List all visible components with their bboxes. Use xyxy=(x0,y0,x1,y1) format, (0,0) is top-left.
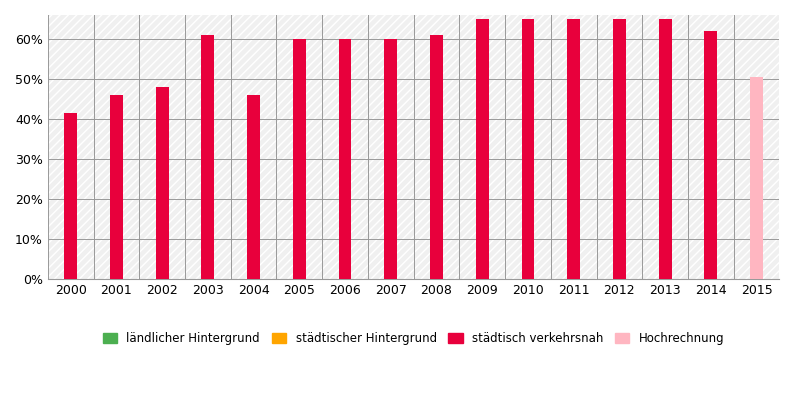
Bar xyxy=(705,277,718,279)
Bar xyxy=(64,113,77,279)
Bar xyxy=(293,39,306,279)
Bar xyxy=(567,275,580,279)
Bar xyxy=(476,19,489,279)
Bar xyxy=(202,263,214,279)
Bar xyxy=(247,271,260,279)
Bar xyxy=(338,39,351,279)
Bar xyxy=(522,275,534,279)
Bar xyxy=(658,19,671,279)
Bar xyxy=(567,19,580,279)
Bar xyxy=(385,39,398,279)
Bar xyxy=(522,19,534,279)
Bar xyxy=(110,95,123,279)
Bar xyxy=(658,277,671,279)
Bar xyxy=(613,19,626,279)
Bar xyxy=(430,35,443,279)
Legend: ländlicher Hintergrund, städtischer Hintergrund, städtisch verkehrsnah, Hochrech: ländlicher Hintergrund, städtischer Hint… xyxy=(98,328,729,350)
Bar xyxy=(110,277,123,279)
Bar xyxy=(156,275,169,279)
Bar xyxy=(156,87,169,279)
Bar xyxy=(247,95,260,279)
Bar xyxy=(705,31,718,279)
Bar xyxy=(385,277,398,279)
Bar xyxy=(338,273,351,279)
Bar xyxy=(293,273,306,279)
Bar xyxy=(64,271,77,279)
Bar xyxy=(202,35,214,279)
Bar xyxy=(750,77,763,279)
